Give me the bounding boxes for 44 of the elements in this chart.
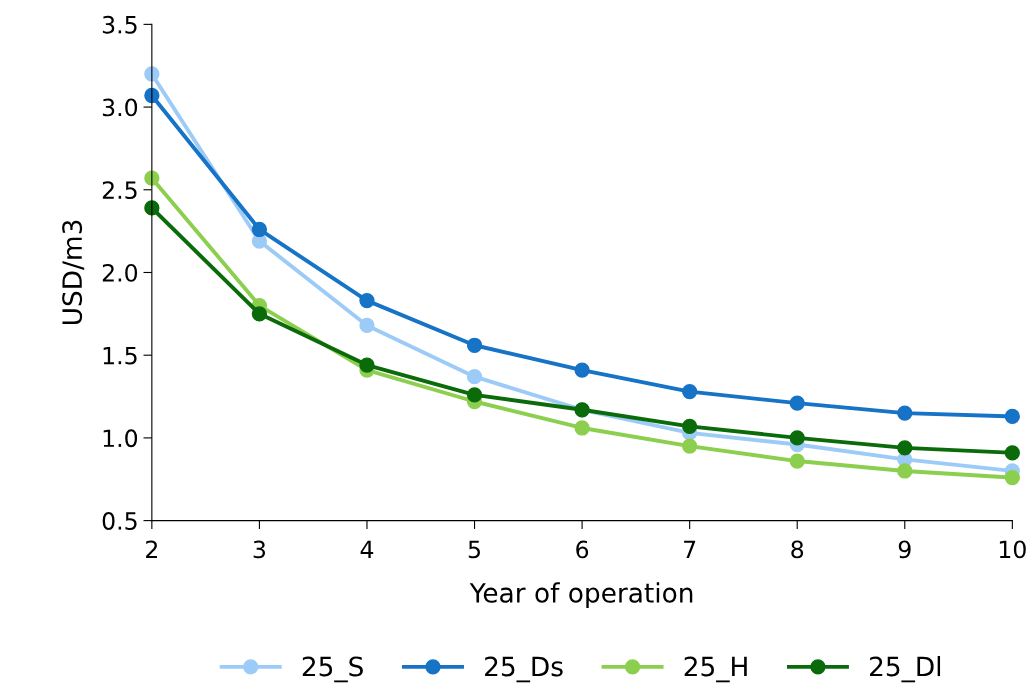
x-tick-label: 3 [253, 540, 266, 559]
point [1004, 408, 1020, 425]
x-tick-label: 9 [898, 540, 911, 559]
point [251, 306, 268, 322]
point [574, 362, 590, 378]
y-tick-label: 1.0 [103, 429, 138, 448]
point [789, 430, 805, 446]
y-axis-title: USD/m3 [62, 220, 85, 325]
x-tick-label: 6 [576, 540, 589, 559]
point [251, 221, 268, 238]
y-tick-label: 3.0 [102, 98, 138, 117]
y-tick-label: 0.5 [102, 512, 137, 530]
y-tick-label: 2.0 [102, 263, 138, 282]
point [682, 383, 698, 400]
y-tick-label: 3.5 [102, 15, 137, 34]
point [789, 453, 805, 469]
point [466, 337, 483, 353]
point [466, 369, 483, 385]
legend-label: 25_Ds [485, 656, 563, 683]
point [682, 438, 698, 454]
point [789, 395, 805, 411]
y-tick-label: 2.5 [102, 181, 137, 200]
point [897, 405, 913, 421]
x-axis-title: Year of operation [469, 582, 693, 608]
point [574, 420, 590, 436]
x-tick-label: 4 [360, 540, 374, 558]
legend-label: 25_Dl [870, 656, 941, 683]
x-tick-label: 5 [468, 540, 480, 559]
x-tick-label: 8 [791, 540, 804, 559]
point [466, 387, 483, 403]
point [359, 292, 375, 309]
point [359, 317, 375, 334]
point [897, 463, 913, 479]
legend-label: 25_H [684, 656, 747, 683]
point [1004, 445, 1020, 461]
point [1004, 469, 1020, 486]
y-tick-label: 1.5 [103, 346, 137, 365]
point [897, 440, 913, 456]
x-tick-label: 10 [999, 540, 1026, 559]
point [682, 418, 698, 434]
x-tick-label: 2 [146, 540, 157, 558]
point [359, 357, 375, 373]
x-tick-label: 7 [684, 540, 696, 558]
legend-label: 25_S [302, 656, 363, 683]
